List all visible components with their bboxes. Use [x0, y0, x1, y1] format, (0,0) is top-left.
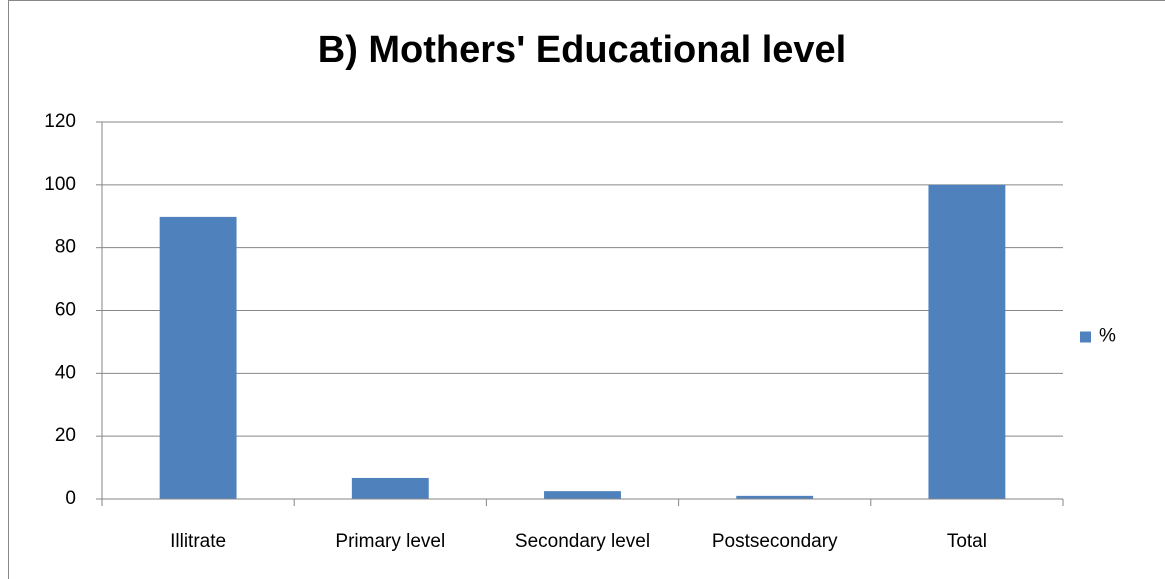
x-tick-label: Postsecondary [712, 531, 838, 552]
y-tick-label: 20 [55, 425, 76, 446]
y-tick-label: 100 [44, 174, 76, 195]
bar [159, 216, 237, 499]
legend-swatch [1080, 331, 1091, 343]
y-tick-label: 0 [65, 488, 76, 509]
x-tick-label: Secondary level [515, 531, 650, 552]
y-tick-label: 60 [55, 300, 76, 321]
legend-label: % [1099, 326, 1116, 347]
x-tick-label: Illitrate [170, 531, 226, 552]
y-tick-label: 120 [44, 111, 76, 132]
y-tick-label: 40 [55, 362, 76, 383]
bar [351, 477, 429, 499]
chart-title: B) Mothers' Educational level [318, 29, 846, 71]
y-tick-label: 80 [55, 237, 76, 258]
bar [544, 491, 621, 499]
x-tick-label: Primary level [335, 531, 445, 552]
x-tick-label: Total [947, 531, 987, 552]
bar [928, 184, 1006, 500]
bar [736, 495, 814, 499]
